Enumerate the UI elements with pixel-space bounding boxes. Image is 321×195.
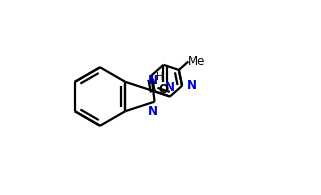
Text: N: N: [165, 81, 175, 94]
Text: Me: Me: [188, 55, 205, 68]
Text: N: N: [148, 74, 158, 87]
Text: H: H: [156, 72, 164, 82]
Text: N: N: [148, 105, 158, 118]
Text: O: O: [159, 83, 169, 96]
Text: N: N: [187, 79, 196, 92]
